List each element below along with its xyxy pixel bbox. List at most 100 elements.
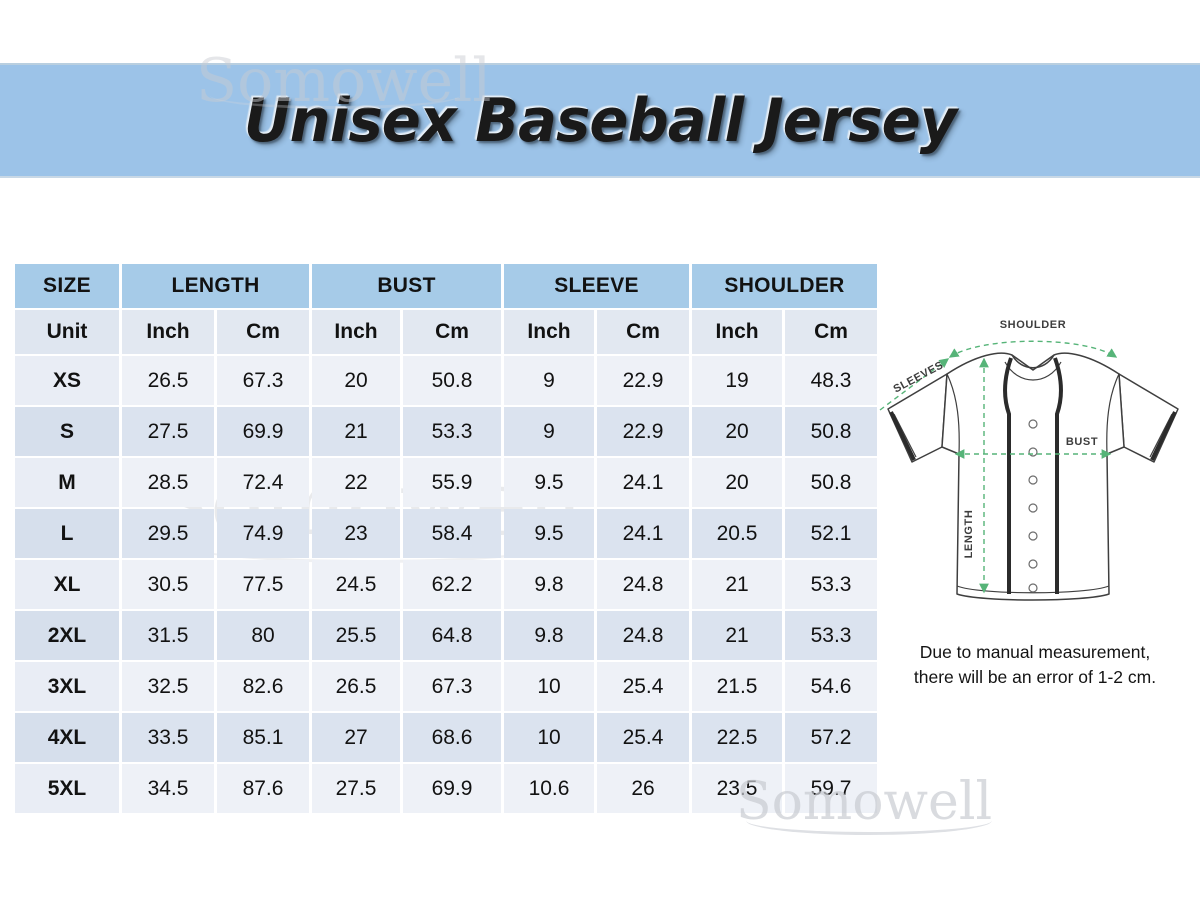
cell-sleeve-cm: 24.8 [597,560,690,609]
cell-length-cm: 82.6 [217,662,310,711]
cell-length-inch: 27.5 [122,407,214,456]
cell-length-inch: 28.5 [122,458,214,507]
table-row: M 28.5 72.4 22 55.9 9.5 24.1 20 50.8 [15,458,878,507]
cell-bust-cm: 58.4 [403,509,502,558]
cell-sleeve-inch: 9.8 [504,560,595,609]
cell-size: 5XL [15,764,119,813]
title-banner: Unisex Baseball Jersey [0,63,1200,178]
cell-sleeve-inch: 10 [504,662,595,711]
cell-bust-inch: 27.5 [312,764,401,813]
cell-shoulder-inch: 21 [692,611,783,660]
cell-size: 2XL [15,611,119,660]
cell-sleeve-cm: 24.1 [597,509,690,558]
unit-length-cm: Cm [217,310,310,354]
cell-length-cm: 77.5 [217,560,310,609]
cell-length-inch: 26.5 [122,356,214,405]
table-row: XS 26.5 67.3 20 50.8 9 22.9 19 48.3 [15,356,878,405]
cell-size: XS [15,356,119,405]
cell-length-cm: 87.6 [217,764,310,813]
cell-length-inch: 31.5 [122,611,214,660]
cell-sleeve-inch: 9 [504,356,595,405]
cell-length-inch: 33.5 [122,713,214,762]
unit-bust-inch: Inch [312,310,401,354]
cell-sleeve-cm: 24.1 [597,458,690,507]
table-row: L 29.5 74.9 23 58.4 9.5 24.1 20.5 52.1 [15,509,878,558]
unit-bust-cm: Cm [403,310,502,354]
cell-bust-inch: 20 [312,356,401,405]
cell-length-cm: 69.9 [217,407,310,456]
table-row: 5XL 34.5 87.6 27.5 69.9 10.6 26 23.5 59.… [15,764,878,813]
table-unit-row: Unit Inch Cm Inch Cm Inch Cm Inch Cm [15,310,878,354]
diagram-label-length: LENGTH [963,510,975,559]
cell-shoulder-inch: 23.5 [692,764,783,813]
page-title: Unisex Baseball Jersey [243,85,957,156]
cell-shoulder-inch: 21 [692,560,783,609]
cell-bust-cm: 67.3 [403,662,502,711]
cell-size: M [15,458,119,507]
table-row: 4XL 33.5 85.1 27 68.6 10 25.4 22.5 57.2 [15,713,878,762]
measurement-note-line-1: Due to manual measurement, [919,642,1151,662]
cell-sleeve-inch: 10 [504,713,595,762]
cell-length-cm: 80 [217,611,310,660]
header-length: LENGTH [122,264,310,308]
cell-bust-cm: 64.8 [403,611,502,660]
diagram-label-bust: BUST [1066,436,1098,448]
cell-length-cm: 72.4 [217,458,310,507]
cell-length-cm: 67.3 [217,356,310,405]
table-row: 2XL 31.5 80 25.5 64.8 9.8 24.8 21 53.3 [15,611,878,660]
cell-length-cm: 74.9 [217,509,310,558]
header-shoulder: SHOULDER [692,264,878,308]
cell-bust-cm: 50.8 [403,356,502,405]
cell-bust-inch: 22 [312,458,401,507]
table-row: XL 30.5 77.5 24.5 62.2 9.8 24.8 21 53.3 [15,560,878,609]
unit-shoulder-cm: Cm [785,310,878,354]
cell-sleeve-inch: 9 [504,407,595,456]
cell-shoulder-cm: 52.1 [785,509,878,558]
cell-bust-inch: 24.5 [312,560,401,609]
cell-length-cm: 85.1 [217,713,310,762]
cell-shoulder-inch: 20.5 [692,509,783,558]
size-chart-table: SIZE LENGTH BUST SLEEVE SHOULDER Unit In… [12,262,880,815]
cell-size: L [15,509,119,558]
cell-shoulder-inch: 21.5 [692,662,783,711]
cell-bust-cm: 62.2 [403,560,502,609]
cell-sleeve-cm: 22.9 [597,407,690,456]
cell-shoulder-inch: 20 [692,407,783,456]
table-group-header-row: SIZE LENGTH BUST SLEEVE SHOULDER [15,264,878,308]
cell-shoulder-inch: 22.5 [692,713,783,762]
cell-sleeve-inch: 9.5 [504,458,595,507]
header-size: SIZE [15,264,119,308]
cell-bust-inch: 25.5 [312,611,401,660]
cell-bust-inch: 27 [312,713,401,762]
measurement-note-line-2: there will be an error of 1-2 cm. [913,666,1157,687]
cell-size: XL [15,560,119,609]
header-sleeve: SLEEVE [504,264,690,308]
cell-bust-cm: 69.9 [403,764,502,813]
cell-sleeve-cm: 24.8 [597,611,690,660]
cell-size: 3XL [15,662,119,711]
cell-shoulder-cm: 53.3 [785,560,878,609]
cell-size: S [15,407,119,456]
cell-length-inch: 29.5 [122,509,214,558]
cell-shoulder-inch: 19 [692,356,783,405]
cell-bust-inch: 23 [312,509,401,558]
cell-length-inch: 34.5 [122,764,214,813]
cell-sleeve-cm: 22.9 [597,356,690,405]
unit-shoulder-inch: Inch [692,310,783,354]
table-row: S 27.5 69.9 21 53.3 9 22.9 20 50.8 [15,407,878,456]
cell-sleeve-inch: 9.5 [504,509,595,558]
cell-bust-inch: 21 [312,407,401,456]
cell-sleeve-cm: 25.4 [597,662,690,711]
measurement-note: Due to manual measurement, there will be… [880,640,1190,690]
cell-shoulder-cm: 53.3 [785,611,878,660]
cell-sleeve-cm: 25.4 [597,713,690,762]
cell-length-inch: 32.5 [122,662,214,711]
cell-bust-cm: 53.3 [403,407,502,456]
unit-sleeve-inch: Inch [504,310,595,354]
diagram-label-shoulder: SHOULDER [1000,319,1067,331]
cell-size: 4XL [15,713,119,762]
cell-shoulder-cm: 57.2 [785,713,878,762]
header-bust: BUST [312,264,502,308]
cell-bust-inch: 26.5 [312,662,401,711]
cell-shoulder-inch: 20 [692,458,783,507]
